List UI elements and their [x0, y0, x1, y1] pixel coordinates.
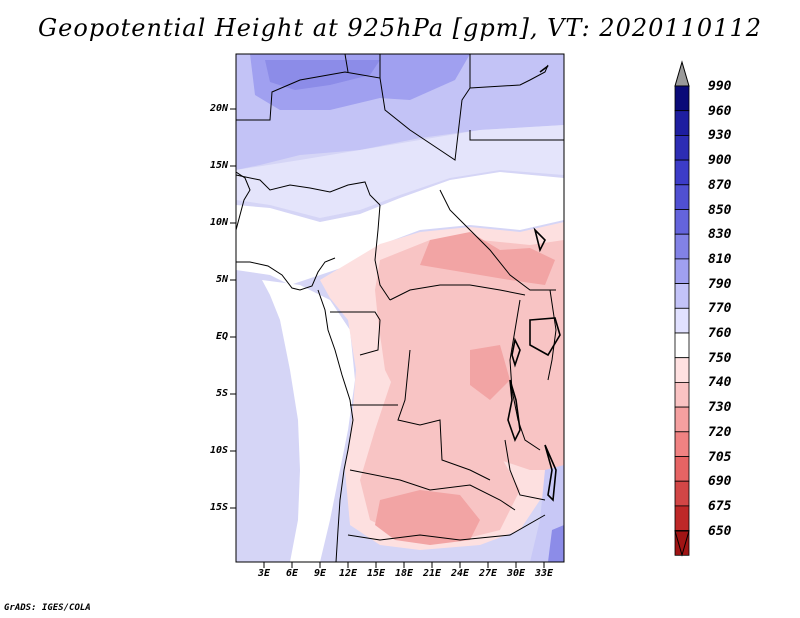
colorbar-label-960: 960: [708, 103, 732, 119]
lake-victoria: [529, 317, 561, 357]
border-egypt-sudan: [469, 64, 549, 89]
grads-credit: GrADS: IGES/COLA: [4, 603, 91, 613]
border-angola-namibia: [349, 469, 516, 511]
border-car-drc: [389, 284, 526, 301]
border-chad-cameroon: [374, 204, 391, 301]
lon-label-18E: 18E: [394, 568, 414, 579]
colorbar-label-760: 760: [708, 326, 732, 341]
colorbar-swatch-750: [674, 357, 690, 383]
border-great-lakes: [509, 299, 541, 451]
colorbar-swatch-830: [674, 233, 690, 260]
border-zambia: [504, 439, 546, 501]
lon-label-24E: 24E: [450, 568, 470, 579]
lat-label-EQ: EQ: [215, 331, 228, 342]
colorbar-label-750: 750: [708, 350, 732, 366]
colorbar-label-810: 810: [708, 251, 732, 267]
colorbar-label-705: 705: [708, 449, 732, 465]
colorbar-swatch-990: [674, 85, 690, 112]
lon-label-21E: 21E: [422, 568, 442, 579]
colorbar-swatch-675: [674, 505, 690, 531]
colorbar-swatch-930: [674, 134, 690, 161]
colorbar-label-830: 830: [708, 227, 732, 243]
border-libya-egypt: [469, 130, 564, 141]
lon-label-6E: 6E: [285, 568, 299, 579]
field-760: [236, 172, 564, 285]
colorbar-label-650: 650: [708, 523, 732, 539]
border-gabon: [330, 311, 381, 356]
field-730-east: [470, 345, 510, 400]
lat-label-20N: 20N: [209, 103, 228, 114]
colorbar-swatch-690: [674, 480, 690, 507]
colorbar-under-arrow: [674, 530, 690, 557]
colorbar-swatch-705: [674, 456, 690, 482]
colorbar-swatch-740: [674, 381, 690, 408]
colorbar-label-990: 990: [708, 79, 732, 94]
colorbar-over-arrow: [674, 60, 690, 87]
field-760-coast: [262, 280, 355, 562]
colorbar-label-870: 870: [708, 177, 732, 193]
lon-label-9E: 9E: [313, 568, 327, 579]
coastlines-borders: [236, 54, 564, 562]
lat-label-15S: 15S: [209, 502, 228, 513]
coastline-central-west: [317, 289, 354, 562]
colorbar-swatch-730: [674, 406, 690, 433]
colorbar-label-730: 730: [708, 400, 732, 416]
colorbar-swatch-790: [674, 283, 690, 309]
colorbar-label-740: 740: [708, 375, 732, 391]
coastline-gulf-of-guinea: [236, 257, 336, 291]
axis-ticks: [230, 108, 545, 568]
colorbar-label-850: 850: [708, 202, 732, 218]
colorbar-label-770: 770: [708, 301, 732, 317]
field-830-se: [548, 525, 564, 562]
lakes: [507, 65, 561, 502]
border-namibia-botswana: [347, 514, 546, 541]
lat-label-5S: 5S: [215, 388, 228, 399]
field-730-south: [375, 490, 480, 545]
border-north: [344, 54, 381, 78]
lat-label-10N: 10N: [209, 217, 228, 228]
lake-red-sea-coast: [533, 65, 549, 253]
colorbar-label-790: 790: [708, 276, 732, 292]
lon-label-33E: 33E: [534, 568, 554, 579]
colorbar-label-675: 675: [708, 498, 732, 514]
colorbar-swatch-850: [674, 209, 690, 235]
border-sahara: [236, 54, 471, 161]
lat-label-5N: 5N: [215, 274, 228, 285]
height-field: [236, 54, 564, 562]
lon-label-27E: 27E: [478, 568, 498, 579]
field-730-north: [420, 232, 555, 285]
lat-label-10S: 10S: [209, 445, 228, 456]
lake-tanganyika: [507, 379, 521, 443]
colorbar-swatches: [674, 85, 690, 556]
colorbar-swatch-810: [674, 258, 690, 284]
colorbar-swatch-870: [674, 184, 690, 210]
colorbar-swatch-770: [674, 307, 690, 334]
map-frame: [235, 53, 565, 563]
colorbar-swatch-900: [674, 159, 690, 186]
colorbar-label-720: 720: [708, 424, 732, 440]
colorbar-swatch-720: [674, 431, 690, 457]
lake-malawi: [544, 444, 557, 502]
colorbar-label-690: 690: [708, 474, 732, 490]
lon-label-12E: 12E: [338, 568, 358, 579]
lon-label-3E: 3E: [257, 568, 271, 579]
colorbar-label-900: 900: [708, 153, 732, 169]
field-770: [236, 125, 564, 218]
colorbar-label-930: 930: [708, 128, 732, 144]
lon-label-15E: 15E: [366, 568, 386, 579]
lon-label-30E: 30E: [506, 568, 526, 579]
lat-label-15N: 15N: [209, 160, 228, 171]
colorbar: [674, 60, 690, 557]
lake-albert: [511, 337, 521, 368]
border-sudan-car: [439, 189, 556, 291]
colorbar-swatch-960: [674, 110, 690, 136]
colorbar-swatch-760: [674, 332, 690, 359]
chart-title: Geopotential Height at 925hPa [gpm], VT:…: [38, 14, 762, 42]
border-drc-angola: [397, 349, 491, 481]
border-sahel: [236, 174, 381, 206]
